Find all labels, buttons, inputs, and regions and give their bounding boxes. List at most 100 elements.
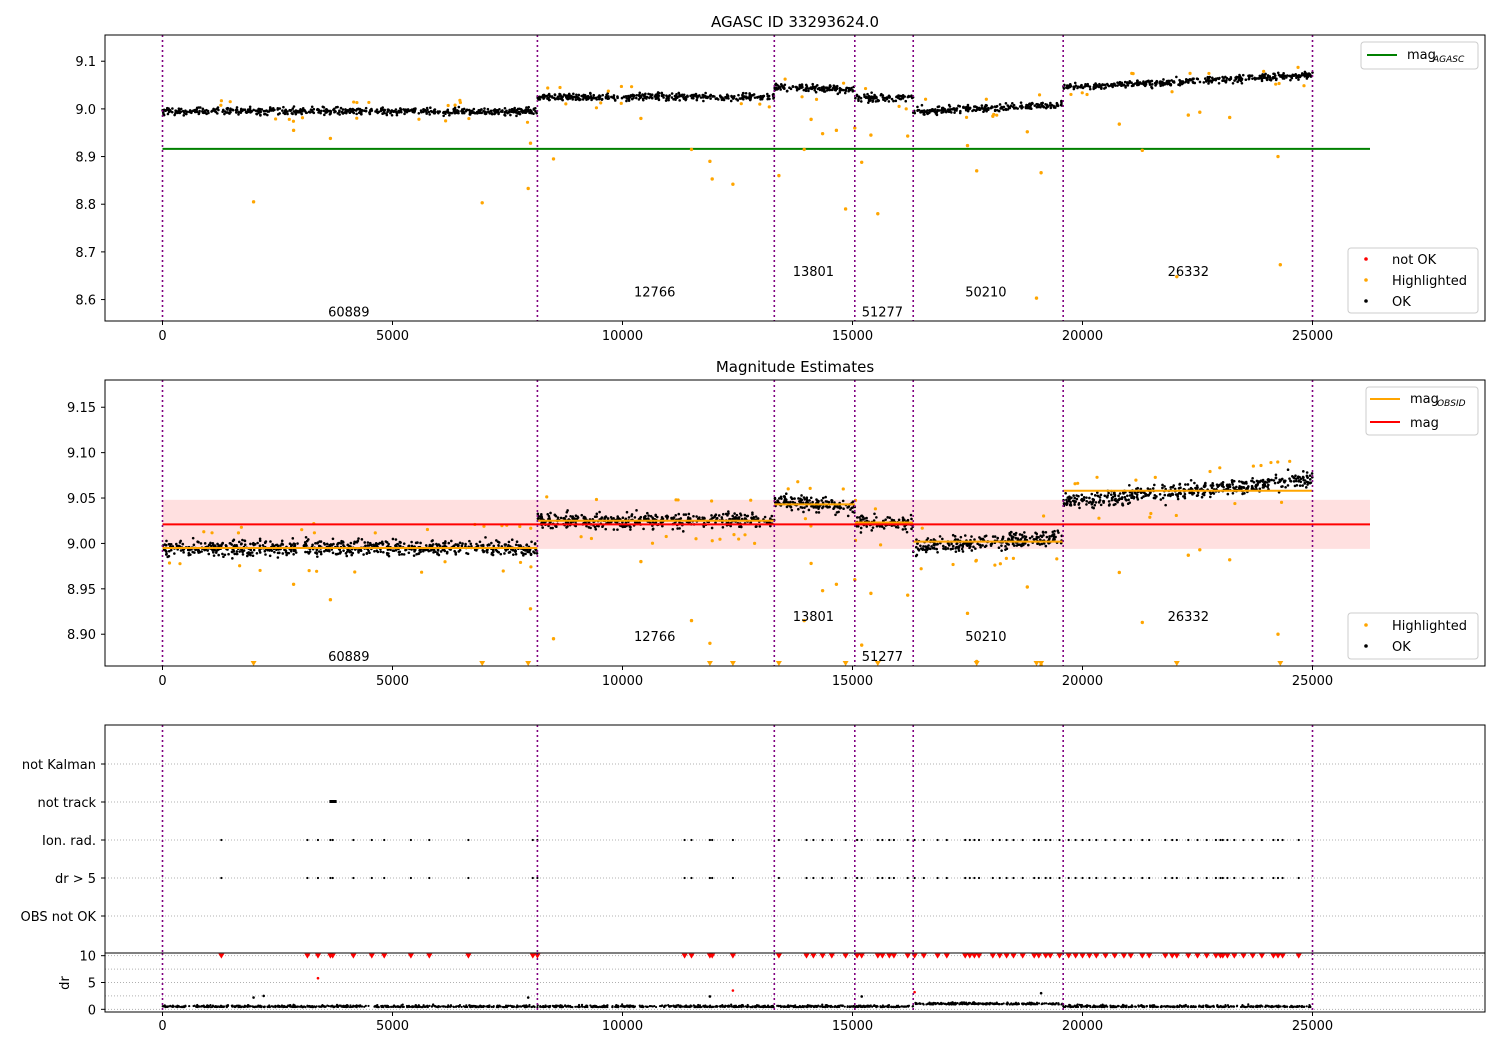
ok-point: [909, 95, 913, 98]
ok-point: [535, 552, 539, 555]
ok-point: [651, 516, 654, 519]
ok-point: [436, 552, 439, 556]
ok-point: [456, 109, 459, 112]
ok-point: [577, 97, 580, 101]
ok-point: [803, 506, 806, 510]
flag-category-label: OBS not OK: [21, 910, 97, 925]
ok-point: [184, 112, 188, 116]
dr-point: [492, 1005, 495, 1009]
ok-point: [181, 109, 185, 113]
ok-point: [296, 111, 300, 114]
flag-category-label: dr > 5: [55, 872, 96, 887]
legend-status-swatch: [1364, 299, 1368, 303]
ok-point: [338, 113, 341, 116]
ok-point: [859, 100, 863, 103]
ok-point: [510, 538, 514, 541]
highlighted-point: [904, 107, 908, 111]
highlighted-point: [739, 102, 743, 106]
ok-point: [1049, 106, 1053, 110]
ion-rad-mark: [1171, 838, 1174, 842]
ok-point: [755, 525, 758, 528]
highlighted-point: [167, 561, 172, 565]
ok-point: [957, 549, 961, 552]
ok-point: [1218, 76, 1221, 80]
highlighted-point: [551, 637, 556, 641]
ok-point: [878, 525, 882, 528]
ok-point: [392, 110, 396, 113]
ok-point: [710, 526, 714, 530]
ok-point: [174, 542, 178, 546]
ok-point: [536, 517, 540, 521]
ok-point: [390, 109, 393, 113]
ok-point: [727, 512, 730, 515]
dr-point: [304, 1006, 307, 1009]
ok-point: [1251, 476, 1254, 480]
ok-point: [834, 88, 838, 92]
ok-point: [516, 107, 520, 111]
ion-rad-mark: [1175, 838, 1178, 842]
ion-rad-mark: [711, 838, 714, 842]
legend-status-swatch: [1364, 257, 1368, 261]
ok-point: [817, 499, 820, 503]
ok-point: [613, 99, 617, 102]
panel-2-title: Magnitude Estimates: [716, 358, 874, 376]
ok-point: [1035, 535, 1039, 539]
ok-point: [612, 528, 616, 531]
ion-rad-mark: [690, 838, 693, 842]
ok-point: [1263, 483, 1267, 487]
ok-point: [923, 548, 927, 552]
ok-point: [481, 549, 485, 552]
ok-point: [725, 96, 728, 100]
ok-point: [935, 547, 938, 551]
ok-point: [913, 111, 917, 115]
ok-point: [650, 93, 654, 97]
ok-point: [894, 99, 898, 103]
ok-point: [982, 110, 985, 114]
ok-point: [273, 550, 276, 554]
ok-point: [252, 543, 256, 547]
dr-point: [166, 1005, 170, 1008]
highlighted-point: [444, 119, 448, 123]
ok-point: [376, 111, 379, 115]
ok-point: [729, 99, 733, 103]
ok-point: [235, 111, 238, 114]
ok-point: [1304, 486, 1308, 489]
ok-point: [292, 105, 296, 108]
highlighted-point: [1276, 632, 1280, 636]
dr-gt-5-mark: [991, 876, 994, 880]
ok-point: [1291, 73, 1295, 77]
dr-point: [183, 1005, 186, 1008]
dr-gt-5-mark: [1067, 876, 1070, 880]
ok-point: [533, 106, 537, 110]
highlighted-point: [528, 141, 533, 145]
ok-point: [577, 93, 581, 97]
ok-point: [250, 551, 254, 554]
ok-point: [944, 547, 947, 551]
ok-point: [173, 113, 176, 117]
highlighted-point: [906, 134, 910, 138]
ok-point: [665, 94, 668, 97]
ok-point: [1204, 484, 1207, 487]
legend-mag-agasc-sub: AGASC: [1432, 55, 1465, 65]
ok-point: [228, 541, 232, 545]
ok-point: [370, 108, 373, 111]
ok-point: [212, 551, 215, 554]
ok-point: [930, 545, 933, 548]
dr-gt-5-mark: [708, 876, 712, 880]
ok-point: [897, 518, 901, 522]
ok-point: [503, 106, 507, 110]
highlighted-point: [1069, 92, 1073, 97]
highlighted-point: [228, 100, 232, 104]
ok-point: [740, 97, 744, 100]
dr-gt-5-mark: [329, 876, 332, 880]
ok-point: [167, 549, 171, 553]
ok-point: [938, 535, 942, 538]
ok-point: [163, 543, 167, 546]
dr-gt-5-mark: [409, 876, 412, 880]
ok-point: [979, 545, 982, 549]
dr-gt-5-mark: [1122, 876, 1125, 880]
ok-point: [562, 93, 566, 96]
ok-point: [1137, 81, 1141, 84]
ok-point: [799, 497, 802, 501]
ok-point: [503, 113, 506, 117]
